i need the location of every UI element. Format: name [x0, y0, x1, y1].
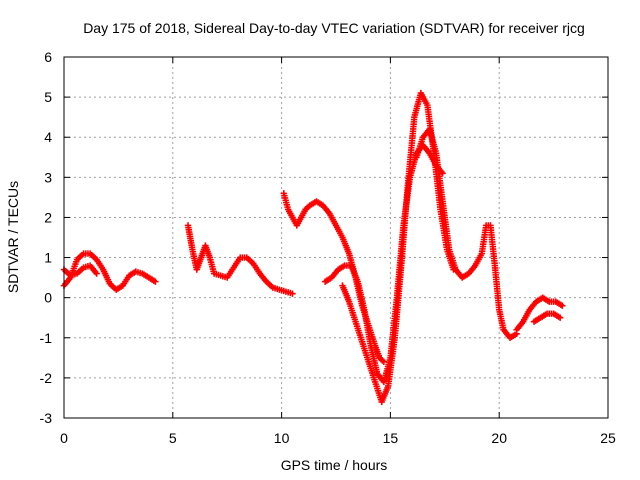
chart-title: Day 175 of 2018, Sidereal Day-to-day VTE… — [83, 20, 585, 36]
data-point — [289, 290, 296, 297]
series-arc-9 — [530, 310, 564, 325]
y-axis-title: SDTVAR / TECUs — [5, 181, 21, 293]
tick-layer: -3 -2 -1 0 1 2 3 4 5 6 0 5 10 15 20 25 — [40, 49, 616, 446]
y-tick-label: 0 — [44, 290, 52, 306]
y-tick-label: 3 — [44, 169, 52, 185]
data-point — [380, 358, 388, 366]
y-tick-label: 4 — [44, 129, 52, 145]
x-tick-label: 15 — [383, 430, 399, 446]
series-arc-3 — [184, 222, 296, 297]
x-tick-label: 0 — [60, 430, 68, 446]
y-tick-label: -3 — [40, 410, 53, 426]
data-point — [93, 270, 100, 277]
y-tick-label: 2 — [44, 209, 52, 225]
plot-frame — [63, 56, 609, 419]
y-tick-label: -1 — [40, 330, 53, 346]
data-point — [152, 278, 159, 285]
y-tick-label: 6 — [44, 49, 52, 65]
data-layer — [60, 89, 566, 406]
x-tick-label: 5 — [169, 430, 177, 446]
data-point — [559, 302, 566, 309]
series-arc-8 — [513, 294, 566, 333]
y-tick-label: 5 — [44, 89, 52, 105]
x-axis-title: GPS time / hours — [281, 457, 388, 473]
series-arc-1 — [60, 250, 159, 293]
x-tick-label: 10 — [274, 430, 290, 446]
grid-layer — [64, 57, 608, 418]
y-tick-label: 1 — [44, 250, 52, 266]
series-arc-7 — [413, 126, 520, 341]
data-point — [556, 314, 564, 321]
x-tick-label: 25 — [600, 430, 616, 446]
y-tick-label: -2 — [40, 370, 53, 386]
x-tick-label: 20 — [491, 430, 507, 446]
